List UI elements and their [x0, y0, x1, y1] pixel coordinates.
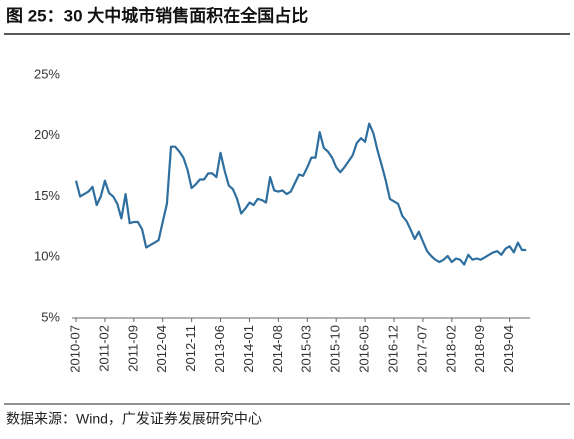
- y-tick-label: 15%: [34, 188, 60, 203]
- x-tick-label: 2011-09: [125, 325, 140, 372]
- x-tick-label: 2012-04: [154, 325, 169, 373]
- x-tick-label: 2014-01: [241, 325, 256, 373]
- x-tick-label: 2012-11: [183, 325, 198, 372]
- x-tick-label: 2017-07: [414, 325, 429, 373]
- x-tick-label: 2016-12: [385, 325, 400, 373]
- x-tick-label: 2014-08: [270, 325, 285, 373]
- source-note: 数据来源：Wind，广发证券发展研究中心: [6, 411, 262, 427]
- x-tick-label: 2013-06: [212, 325, 227, 373]
- x-tick-label: 2016-05: [357, 325, 372, 373]
- series-line: [74, 122, 527, 266]
- x-tick-label: 2018-02: [443, 325, 458, 373]
- y-tick-label: 5%: [41, 309, 60, 324]
- x-tick-label: 2011-02: [96, 325, 111, 372]
- y-tick-label: 20%: [34, 127, 60, 142]
- x-tick-label: 2015-10: [328, 325, 343, 373]
- x-tick-label: 2010-07: [67, 325, 82, 373]
- chart-title: 图 25：30 大中城市销售面积在全国占比: [6, 5, 308, 25]
- y-tick-label: 10%: [34, 249, 60, 264]
- x-tick-label: 2019-04: [501, 325, 516, 373]
- x-tick-label: 2018-09: [472, 325, 487, 373]
- y-tick-label: 25%: [34, 66, 60, 81]
- x-tick-label: 2015-03: [299, 325, 314, 373]
